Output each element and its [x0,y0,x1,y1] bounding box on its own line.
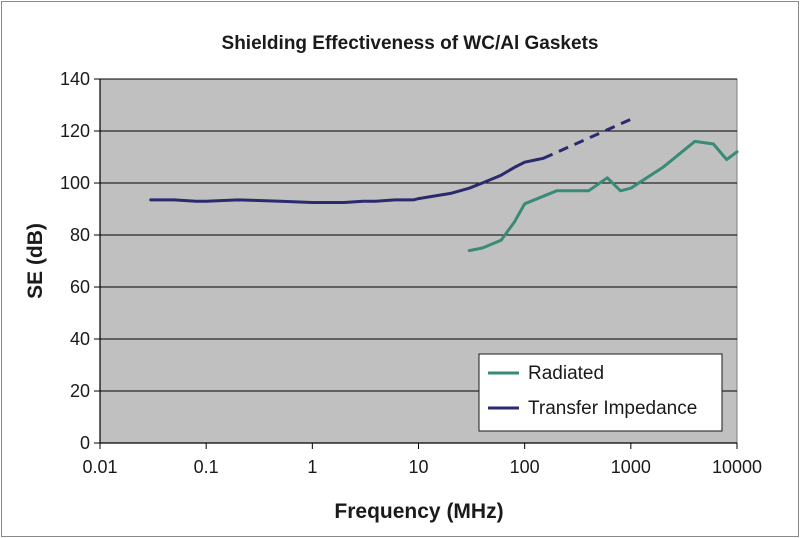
legend-box [478,353,723,432]
y-tick-label: 100 [60,173,90,193]
x-tick-label: 0.1 [194,457,219,477]
y-tick-label: 140 [60,69,90,89]
y-tick-label: 0 [80,433,90,453]
y-axis-title: SE (dB) [24,223,47,299]
x-tick-label: 10000 [712,457,762,477]
x-tick-label: 100 [510,457,540,477]
legend-label-transfer-impedance: Transfer Impedance [528,398,697,419]
legend-label-radiated: Radiated [528,363,604,384]
y-axis-ticks: 0 20 40 60 80 100 120 140 [60,69,100,453]
y-tick-label: 120 [60,121,90,141]
series-layer [149,117,739,253]
y-tick-label: 80 [70,225,90,245]
x-tick-label: 1 [307,457,317,477]
chart-title: Shielding Effectiveness of WC/Al Gaskets [222,33,599,54]
y-tick-label: 60 [70,277,90,297]
series-line-transfer-impedance [149,156,545,204]
x-axis-title: Frequency (MHz) [334,500,503,523]
y-tick-label: 40 [70,329,90,349]
x-tick-label: 1000 [611,457,651,477]
series-line-radiated [467,139,739,253]
x-tick-label: 0.01 [82,457,117,477]
legend: Radiated Transfer Impedance [478,353,723,432]
x-axis-ticks: 0.01 0.1 1 10 100 1000 10000 [82,443,762,477]
x-tick-label: 10 [408,457,428,477]
y-tick-label: 20 [70,381,90,401]
